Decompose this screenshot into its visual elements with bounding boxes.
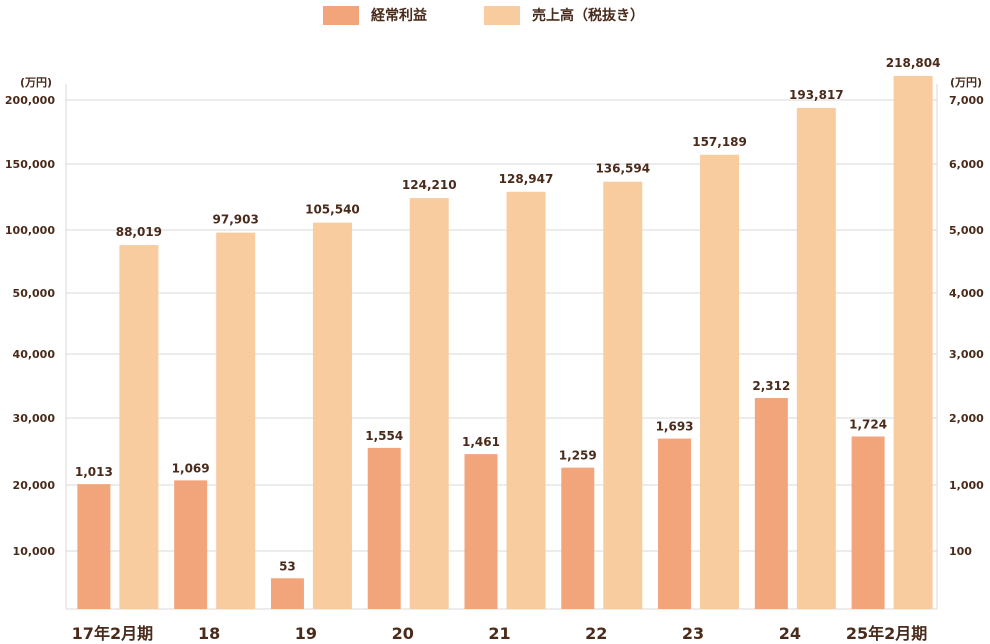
sales-data-label: 218,804	[886, 56, 941, 70]
profit-data-label: 1,724	[849, 417, 887, 431]
sales-bar	[506, 191, 546, 609]
sales-bar	[216, 232, 256, 610]
profit-data-label: 1,554	[365, 429, 403, 443]
legend-item-profit: 経常利益	[323, 4, 427, 26]
sales-data-label: 105,540	[305, 203, 360, 217]
x-axis-category-label: 20	[392, 624, 414, 643]
left-axis-tick-label: 100,000	[5, 224, 55, 237]
right-axis-tick-label: 100	[949, 545, 972, 558]
right-axis-tick-label: 2,000	[949, 412, 984, 425]
profit-bar	[851, 436, 885, 609]
x-axis-category-label: 17年2月期	[72, 624, 153, 643]
sales-bar	[700, 154, 740, 609]
profit-data-label: 2,312	[752, 379, 790, 393]
x-axis-category-label: 22	[585, 624, 607, 643]
sales-data-label: 157,189	[692, 135, 747, 149]
x-axis-category-label: 23	[682, 624, 704, 643]
right-axis-tick-label: 7,000	[949, 94, 984, 107]
sales-bar	[119, 245, 159, 609]
right-axis-unit: (万円)	[950, 76, 983, 89]
sales-bar	[409, 198, 449, 610]
profit-bar	[561, 467, 595, 609]
profit-data-label: 1,013	[75, 465, 113, 479]
profit-bar	[464, 454, 498, 609]
legend-swatch-profit	[323, 5, 359, 25]
sales-bar	[312, 222, 352, 609]
sales-bar	[796, 107, 836, 609]
left-axis-unit: (万円)	[20, 76, 53, 89]
left-axis-tick-label: 30,000	[13, 412, 56, 425]
sales-bar	[603, 181, 643, 609]
x-axis-category-label: 19	[295, 624, 317, 643]
sales-data-label: 88,019	[116, 225, 162, 239]
legend-swatch-sales	[484, 5, 520, 25]
left-axis-tick-label: 10,000	[13, 545, 56, 558]
right-axis-tick-label: 6,000	[949, 158, 984, 171]
profit-bar	[658, 438, 692, 609]
profit-bar	[77, 484, 111, 609]
left-axis-tick-label: 150,000	[5, 158, 55, 171]
right-axis-tick-label: 5,000	[949, 224, 984, 237]
sales-data-label: 124,210	[402, 178, 457, 192]
profit-bar	[754, 398, 788, 609]
right-axis-tick-label: 1,000	[949, 479, 984, 492]
left-axis-tick-label: 50,000	[13, 287, 56, 300]
profit-bar	[174, 480, 208, 609]
profit-data-label: 1,069	[172, 461, 210, 475]
x-axis-category-label: 24	[779, 624, 801, 643]
profit-bar	[367, 447, 401, 609]
legend-label-sales: 売上高（税抜き）	[532, 8, 644, 24]
right-axis-tick-label: 3,000	[949, 348, 984, 361]
x-axis-category-label: 18	[198, 624, 220, 643]
x-axis-category-label: 25年2月期	[846, 624, 927, 643]
x-axis-category-label: 21	[488, 624, 510, 643]
profit-data-label: 1,259	[559, 449, 597, 463]
right-axis-tick-label: 4,000	[949, 287, 984, 300]
sales-data-label: 136,594	[595, 162, 650, 176]
profit-data-label: 53	[279, 559, 296, 573]
profit-bar	[270, 578, 304, 609]
sales-bar	[893, 75, 933, 609]
profit-data-label: 1,693	[656, 420, 694, 434]
left-axis-tick-label: 40,000	[13, 348, 56, 361]
sales-data-label: 128,947	[499, 172, 554, 186]
sales-data-label: 97,903	[213, 213, 259, 227]
legend-label-profit: 経常利益	[371, 8, 427, 24]
profit-data-label: 1,461	[462, 435, 500, 449]
left-axis-tick-label: 20,000	[13, 479, 56, 492]
legend: 経常利益 売上高（税抜き）	[0, 4, 990, 26]
left-axis-tick-label: 200,000	[5, 94, 55, 107]
legend-item-sales: 売上高（税抜き）	[484, 4, 644, 26]
sales-data-label: 193,817	[789, 88, 844, 102]
